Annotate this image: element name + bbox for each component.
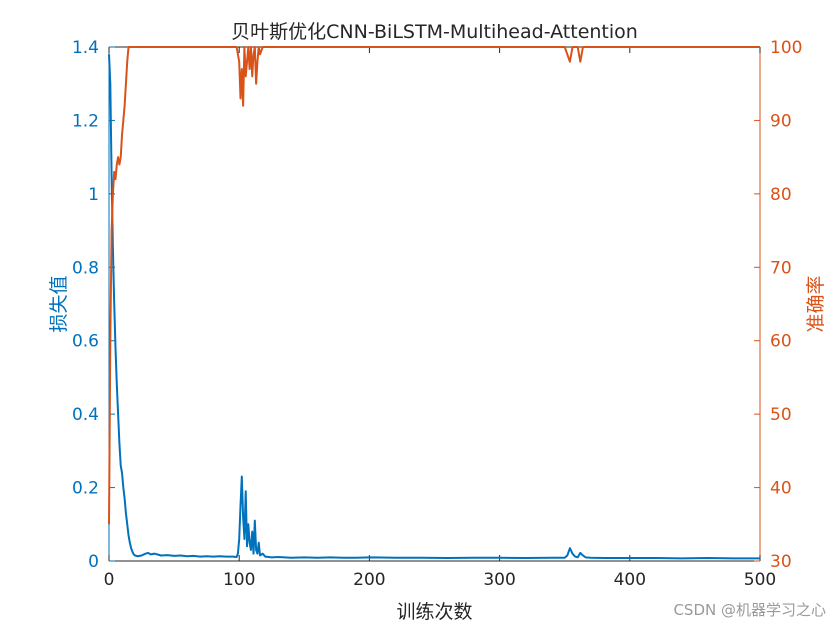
x-ticks: 0 100 200 300 400 500 — [104, 47, 776, 590]
right-y-tick-label: 30 — [770, 552, 792, 572]
right-y-tick-label: 80 — [770, 185, 792, 205]
right-y-ticks: 30 40 50 60 70 80 90 100 — [754, 38, 802, 572]
x-tick-label: 500 — [744, 570, 776, 590]
left-y-tick-label: 1.4 — [72, 38, 99, 58]
left-y-tick-label: 0 — [88, 552, 99, 572]
series-group — [108, 46, 760, 560]
left-y-tick-label: 0.6 — [72, 332, 99, 352]
left-y-tick-label: 1.2 — [72, 111, 99, 131]
left-y-tick-label: 1 — [88, 185, 99, 205]
right-y-tick-label: 90 — [770, 111, 792, 131]
watermark: CSDN @机器学习之心 — [673, 601, 826, 619]
x-tick-label: 400 — [614, 570, 646, 590]
x-axis-label: 训练次数 — [396, 601, 472, 623]
left-y-tick-label: 0.8 — [72, 258, 99, 278]
left-y-tick-label: 0.4 — [72, 405, 99, 425]
right-y-axis-label: 准确率 — [805, 275, 827, 332]
x-tick-label: 100 — [223, 570, 255, 590]
x-tick-label: 0 — [104, 570, 115, 590]
right-y-tick-label: 60 — [770, 332, 792, 352]
right-y-tick-label: 50 — [770, 405, 792, 425]
chart-title: 贝叶斯优化CNN-BiLSTM-Multihead-Attention — [231, 21, 638, 43]
left-y-tick-label: 0.2 — [72, 479, 99, 499]
loss-series-line — [108, 54, 760, 560]
right-y-tick-label: 100 — [770, 38, 802, 58]
right-y-tick-label: 70 — [770, 258, 792, 278]
left-y-axis-label: 损失值 — [48, 275, 70, 332]
right-y-tick-label: 40 — [770, 479, 792, 499]
axes-group — [108, 46, 761, 562]
accuracy-series-line — [108, 46, 760, 525]
x-tick-label: 200 — [353, 570, 385, 590]
x-tick-label: 300 — [483, 570, 515, 590]
